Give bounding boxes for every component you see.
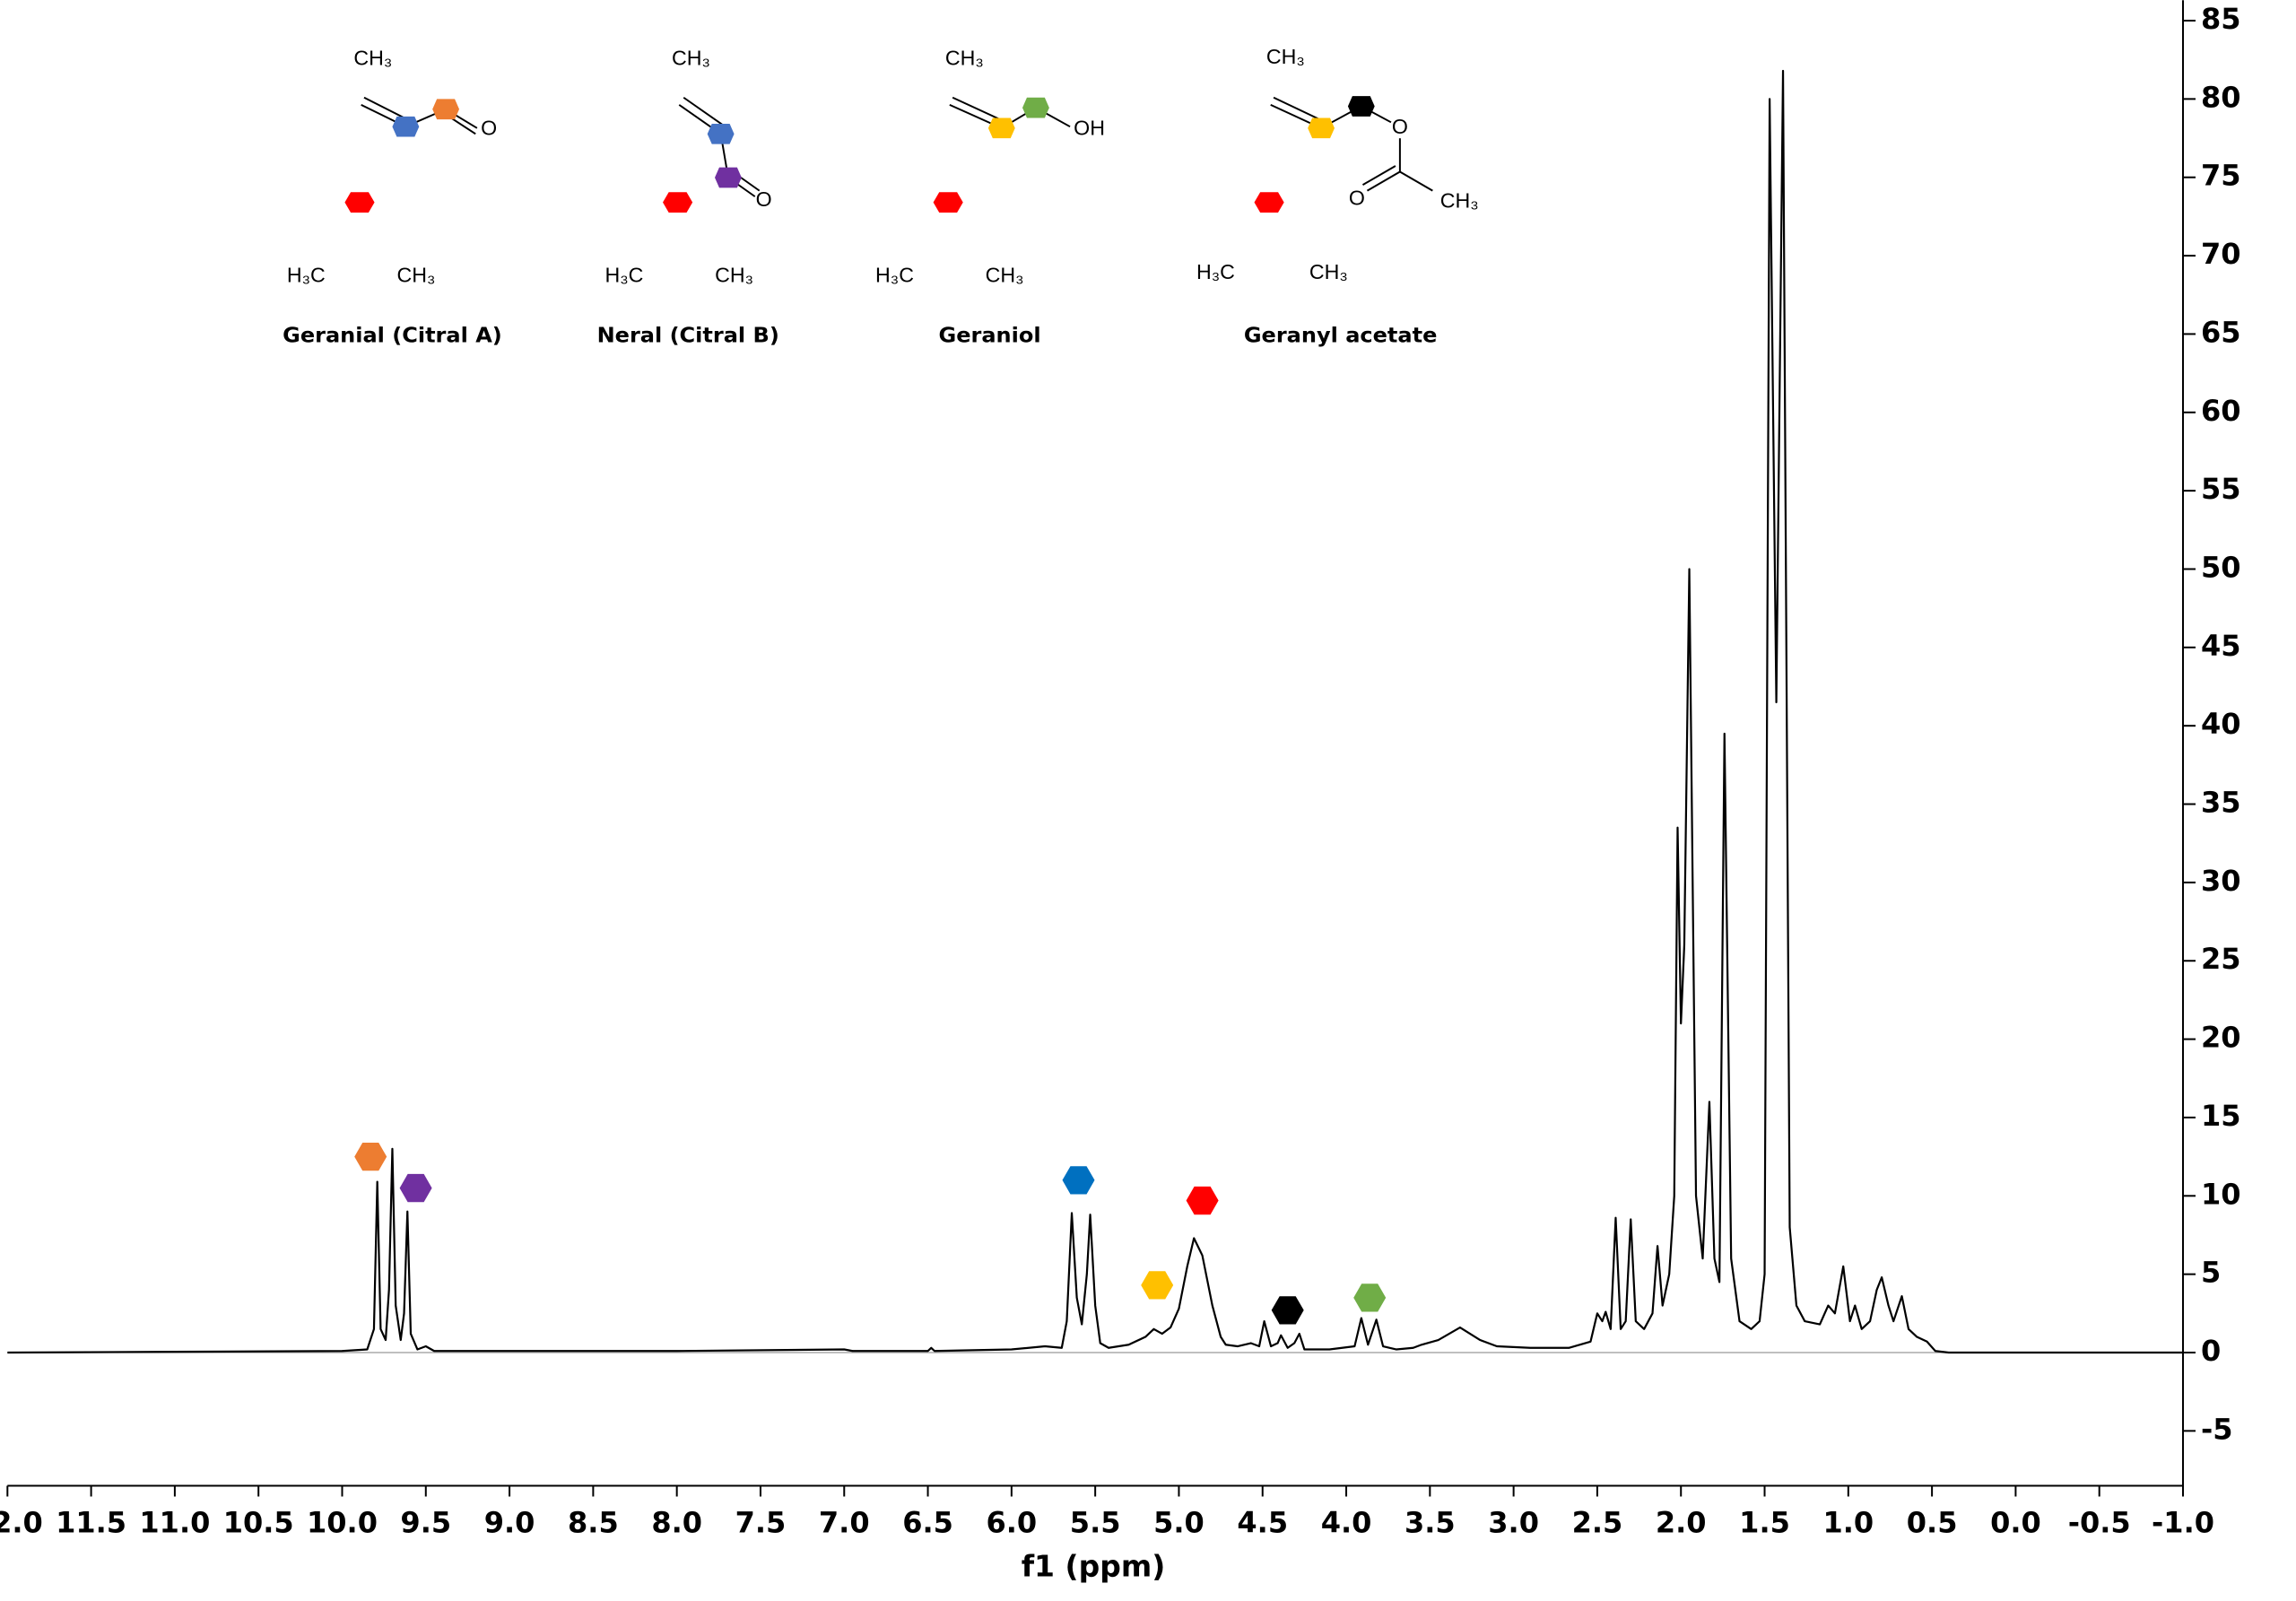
spectrum-line — [7, 69, 2183, 1354]
structure-name: Geraniol — [939, 323, 1041, 348]
structures: CH₃ O H₃C CH₃ Geranial (Citral A) CH₃ O … — [283, 45, 1479, 347]
peak-marker — [1062, 1166, 1095, 1195]
x-tick-label: 11.5 — [56, 1506, 126, 1540]
y-tick-label: 40 — [2201, 707, 2241, 741]
atom-label: CH₃ — [945, 47, 984, 70]
y-tick-label: 85 — [2201, 2, 2241, 36]
y-tick-label: 0 — [2201, 1334, 2221, 1368]
y-tick-label: 25 — [2201, 942, 2241, 976]
x-axis-label: f1 (ppm) — [1022, 1549, 1166, 1584]
structure-name: Geranial (Citral A) — [283, 323, 502, 348]
x-tick-label: 6.5 — [902, 1506, 953, 1540]
y-tick-label: 10 — [2201, 1177, 2241, 1211]
atom-label: CH₃ — [396, 264, 435, 287]
structure-neral: CH₃ O H₃C CH₃ Neral (Citral B) — [597, 47, 779, 348]
x-tick-label: 1.0 — [1822, 1506, 1874, 1540]
atom-label: CH₃ — [353, 47, 392, 70]
atom-label: CH₃ — [672, 47, 710, 70]
atom-label: H₃C — [875, 264, 914, 287]
atom-label: O — [756, 187, 772, 211]
peak-marker — [354, 1143, 387, 1171]
atom-label: CH₃ — [715, 264, 753, 287]
atom-label: CH₃ — [986, 264, 1024, 287]
y-tick-label: 65 — [2201, 315, 2241, 349]
x-tick-label: -1.0 — [2152, 1506, 2214, 1540]
x-tick-label: 5.0 — [1153, 1506, 1205, 1540]
atom-label: CH₃ — [1266, 45, 1305, 68]
peak-marker — [399, 1173, 432, 1203]
peak-marker — [1271, 1296, 1304, 1325]
structure-name: Geranyl acetate — [1244, 323, 1438, 348]
x-tick-label: 3.0 — [1488, 1506, 1539, 1540]
x-tick-label: -0.5 — [2068, 1506, 2131, 1540]
x-tick-label: 1.5 — [1739, 1506, 1790, 1540]
x-tick-label: 4.0 — [1321, 1506, 1372, 1540]
y-tick-label: 30 — [2201, 864, 2241, 898]
atom-label: O — [481, 117, 497, 140]
y-tick-label: 15 — [2201, 1099, 2241, 1133]
x-tick-label: 0.5 — [1907, 1506, 1958, 1540]
x-tick-label: 9.0 — [484, 1506, 535, 1540]
x-tick-label: 5.5 — [1070, 1506, 1121, 1540]
atom-label: H₃C — [1196, 260, 1235, 283]
structure-geranial: CH₃ O H₃C CH₃ Geranial (Citral A) — [283, 47, 502, 348]
y-tick-label: 70 — [2201, 237, 2241, 271]
y-tick-label: 75 — [2201, 159, 2241, 193]
x-tick-label: 2.0 — [1656, 1506, 1707, 1540]
y-tick-label: 80 — [2201, 80, 2241, 114]
atom-label: CH₃ — [1309, 260, 1348, 283]
x-tick-label: 10.5 — [223, 1506, 294, 1540]
structure-name: Neral (Citral B) — [597, 323, 779, 348]
x-tick-label: 3.5 — [1405, 1506, 1456, 1540]
y-tick-label: 35 — [2201, 786, 2241, 820]
x-tick-label: 12.0 — [0, 1506, 43, 1540]
x-tick-label: 4.5 — [1237, 1506, 1288, 1540]
x-tick-label: 9.5 — [400, 1506, 451, 1540]
peak-marker — [1353, 1283, 1387, 1312]
x-tick-label: 7.0 — [819, 1506, 870, 1540]
peak-marker — [1186, 1186, 1219, 1215]
structure-geranyl-acetate: CH₃ O O CH₃ H₃C CH₃ Geranyl acetate — [1196, 45, 1479, 347]
x-tick-label: 7.5 — [735, 1506, 787, 1540]
peak-marker — [1141, 1271, 1174, 1300]
y-tick-label: 60 — [2201, 394, 2241, 428]
atom-label: CH₃ — [1440, 189, 1479, 213]
atom-label: O — [1349, 187, 1365, 210]
atom-label: OH — [1074, 117, 1105, 140]
atom-label: H₃C — [604, 264, 643, 287]
x-tick-label: 8.0 — [651, 1506, 702, 1540]
y-tick-label: 20 — [2201, 1021, 2241, 1055]
x-tick-label: 2.5 — [1572, 1506, 1623, 1540]
x-tick-label: 8.5 — [568, 1506, 619, 1540]
x-tick-label: 6.0 — [987, 1506, 1038, 1540]
x-tick-label: 11.0 — [139, 1506, 210, 1540]
atom-label: H₃C — [287, 264, 326, 287]
y-tick-label: 55 — [2201, 472, 2241, 506]
x-tick-label: 10.0 — [307, 1506, 378, 1540]
x-tick-label: 0.0 — [1990, 1506, 2041, 1540]
y-tick-label: 45 — [2201, 629, 2241, 663]
atom-label: O — [1392, 115, 1408, 138]
y-tick-label: 50 — [2201, 550, 2241, 584]
y-tick-label: 5 — [2201, 1256, 2221, 1290]
structure-geraniol: CH₃ OH H₃C CH₃ Geraniol — [875, 47, 1105, 348]
y-tick-label: -5 — [2201, 1412, 2233, 1446]
